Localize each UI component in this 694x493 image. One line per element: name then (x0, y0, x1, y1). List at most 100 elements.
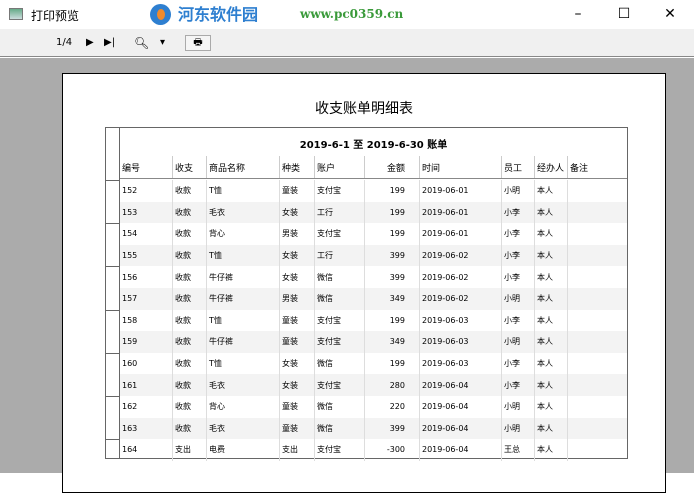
table-cell (567, 223, 643, 245)
table-cell: 2019-06-02 (419, 266, 501, 288)
table-cell: 本人 (534, 201, 567, 224)
table-cell: 本人 (534, 352, 567, 375)
last-page-button[interactable]: ▶| (104, 37, 116, 48)
table-cell: 收款 (172, 223, 206, 245)
table-cell: 收款 (172, 180, 206, 202)
table-cell: 支付宝 (314, 331, 364, 353)
table-cell: 女装 (279, 352, 314, 375)
table-cell: 2019-06-04 (419, 417, 501, 440)
table-cell: 支付宝 (314, 223, 364, 245)
table-cell: 收款 (172, 244, 206, 267)
table-cell: 男装 (279, 223, 314, 245)
table-cell: 157 (122, 294, 138, 304)
table-cell: -300 (364, 439, 419, 461)
table-cell: 156 (122, 272, 138, 282)
table-cell: 本人 (534, 417, 567, 440)
table-cell: 收款 (172, 417, 206, 440)
table-cell: 微信 (314, 266, 364, 288)
table-cell: 2019-06-03 (419, 331, 501, 353)
preview-area: 收支账单明细表 2019-6-1 至 2019-6-30 账单 编号 收支 商品名称… (0, 58, 694, 493)
table-cell: 毛衣 (206, 201, 279, 224)
row-divider (106, 439, 119, 441)
table-row: 162 收款 背心 童装 微信 220 2019-06-04 小明 本人 (120, 396, 627, 418)
column-header: 经办人 (534, 156, 567, 178)
column-header: 账户 (314, 156, 364, 178)
row-divider (106, 309, 119, 311)
table-cell: 童装 (279, 331, 314, 353)
print-button[interactable]: 🖶 (185, 35, 211, 51)
row-divider (106, 396, 119, 397)
table-cell: 收款 (172, 201, 206, 224)
table-cell: 199 (364, 180, 419, 202)
table-row: 156 收款 牛仔裤 女装 微信 399 2019-06-02 小李 本人 (120, 266, 627, 288)
table-cell: 2019-06-01 (419, 223, 501, 245)
table-cell: 163 (122, 423, 138, 433)
table-cell: 小李 (501, 223, 534, 245)
table-cell: 毛衣 (206, 417, 279, 440)
table-cell: 本人 (534, 374, 567, 396)
table-cell: 支付宝 (314, 374, 364, 396)
watermark-name: 河东软件园 (178, 5, 259, 24)
table-cell: 收款 (172, 309, 206, 332)
print-page: 收支账单明细表 2019-6-1 至 2019-6-30 账单 编号 收支 商品名称… (62, 73, 666, 493)
table-cell (567, 244, 643, 267)
table-cell: 本人 (534, 266, 567, 288)
table-cell: 本人 (534, 309, 567, 332)
table-cell (567, 331, 643, 353)
table-cell: T恤 (206, 180, 279, 202)
table-cell: 小李 (501, 244, 534, 267)
table-cell: 小李 (501, 374, 534, 396)
row-divider (106, 352, 119, 354)
table-cell (567, 266, 643, 288)
row-divider (106, 266, 119, 268)
table-cell: 小李 (501, 352, 534, 375)
next-page-button[interactable]: ▶ (86, 37, 94, 48)
table-cell: 男装 (279, 288, 314, 310)
table-cell: 微信 (314, 288, 364, 310)
table-cell: 2019-06-01 (419, 180, 501, 202)
table-cell: 349 (364, 288, 419, 310)
table-cell: 158 (122, 315, 138, 325)
table-cell: 154 (122, 229, 138, 239)
table-cell (567, 201, 643, 224)
table-row: 154 收款 背心 男装 支付宝 199 2019-06-01 小李 本人 (120, 223, 627, 245)
table-cell (567, 374, 643, 396)
column-header: 编号 (122, 163, 141, 174)
table-cell: 女装 (279, 374, 314, 396)
table-cell: 160 (122, 359, 138, 369)
table-row: 161 收款 毛衣 女装 支付宝 280 2019-06-04 小李 本人 (120, 374, 627, 396)
table-cell: T恤 (206, 352, 279, 375)
report-title: 2019-6-1 至 2019-6-30 账单 (299, 140, 448, 151)
maximize-button[interactable]: ☐ (617, 6, 631, 22)
window-title: 打印预览 (31, 9, 80, 23)
table-cell: 2019-06-03 (419, 352, 501, 375)
report-table: 2019-6-1 至 2019-6-30 账单 编号 收支 商品名称 种类 账户 金额 时间… (105, 127, 628, 461)
table-cell: T恤 (206, 244, 279, 267)
zoom-icon[interactable]: 🔍︎ (134, 36, 150, 50)
table-cell: 微信 (314, 352, 364, 375)
table-row: 152 收款 T恤 童装 支付宝 199 2019-06-01 小明 本人 (120, 180, 627, 202)
table-cell: 399 (364, 244, 419, 267)
table-cell: 工行 (314, 244, 364, 267)
table-row: 158 收款 T恤 童装 支付宝 199 2019-06-03 小李 本人 (120, 309, 627, 332)
table-cell: 199 (364, 223, 419, 245)
close-button[interactable]: ✕ (664, 6, 676, 22)
table-row: 155 收款 T恤 女装 工行 399 2019-06-02 小李 本人 (120, 244, 627, 267)
zoom-dropdown[interactable]: ▾ (160, 37, 166, 48)
table-cell: 小李 (501, 266, 534, 288)
watermark-url: www.pc0359.cn (300, 7, 404, 21)
minimize-button[interactable]: – (574, 6, 582, 22)
table-cell: 童装 (279, 309, 314, 332)
table-row: 160 收款 T恤 女装 微信 199 2019-06-03 小李 本人 (120, 352, 627, 375)
table-cell: 女装 (279, 244, 314, 267)
table-cell: 牛仔裤 (206, 266, 279, 288)
table-cell: T恤 (206, 309, 279, 332)
row-divider (106, 180, 119, 181)
table-cell: 电费 (206, 439, 279, 461)
table-cell: 收款 (172, 352, 206, 375)
table-cell: 小明 (501, 396, 534, 418)
table-cell (567, 180, 643, 202)
table-cell (567, 288, 643, 310)
table-cell: 支付宝 (314, 180, 364, 202)
table-cell: 159 (122, 337, 138, 347)
